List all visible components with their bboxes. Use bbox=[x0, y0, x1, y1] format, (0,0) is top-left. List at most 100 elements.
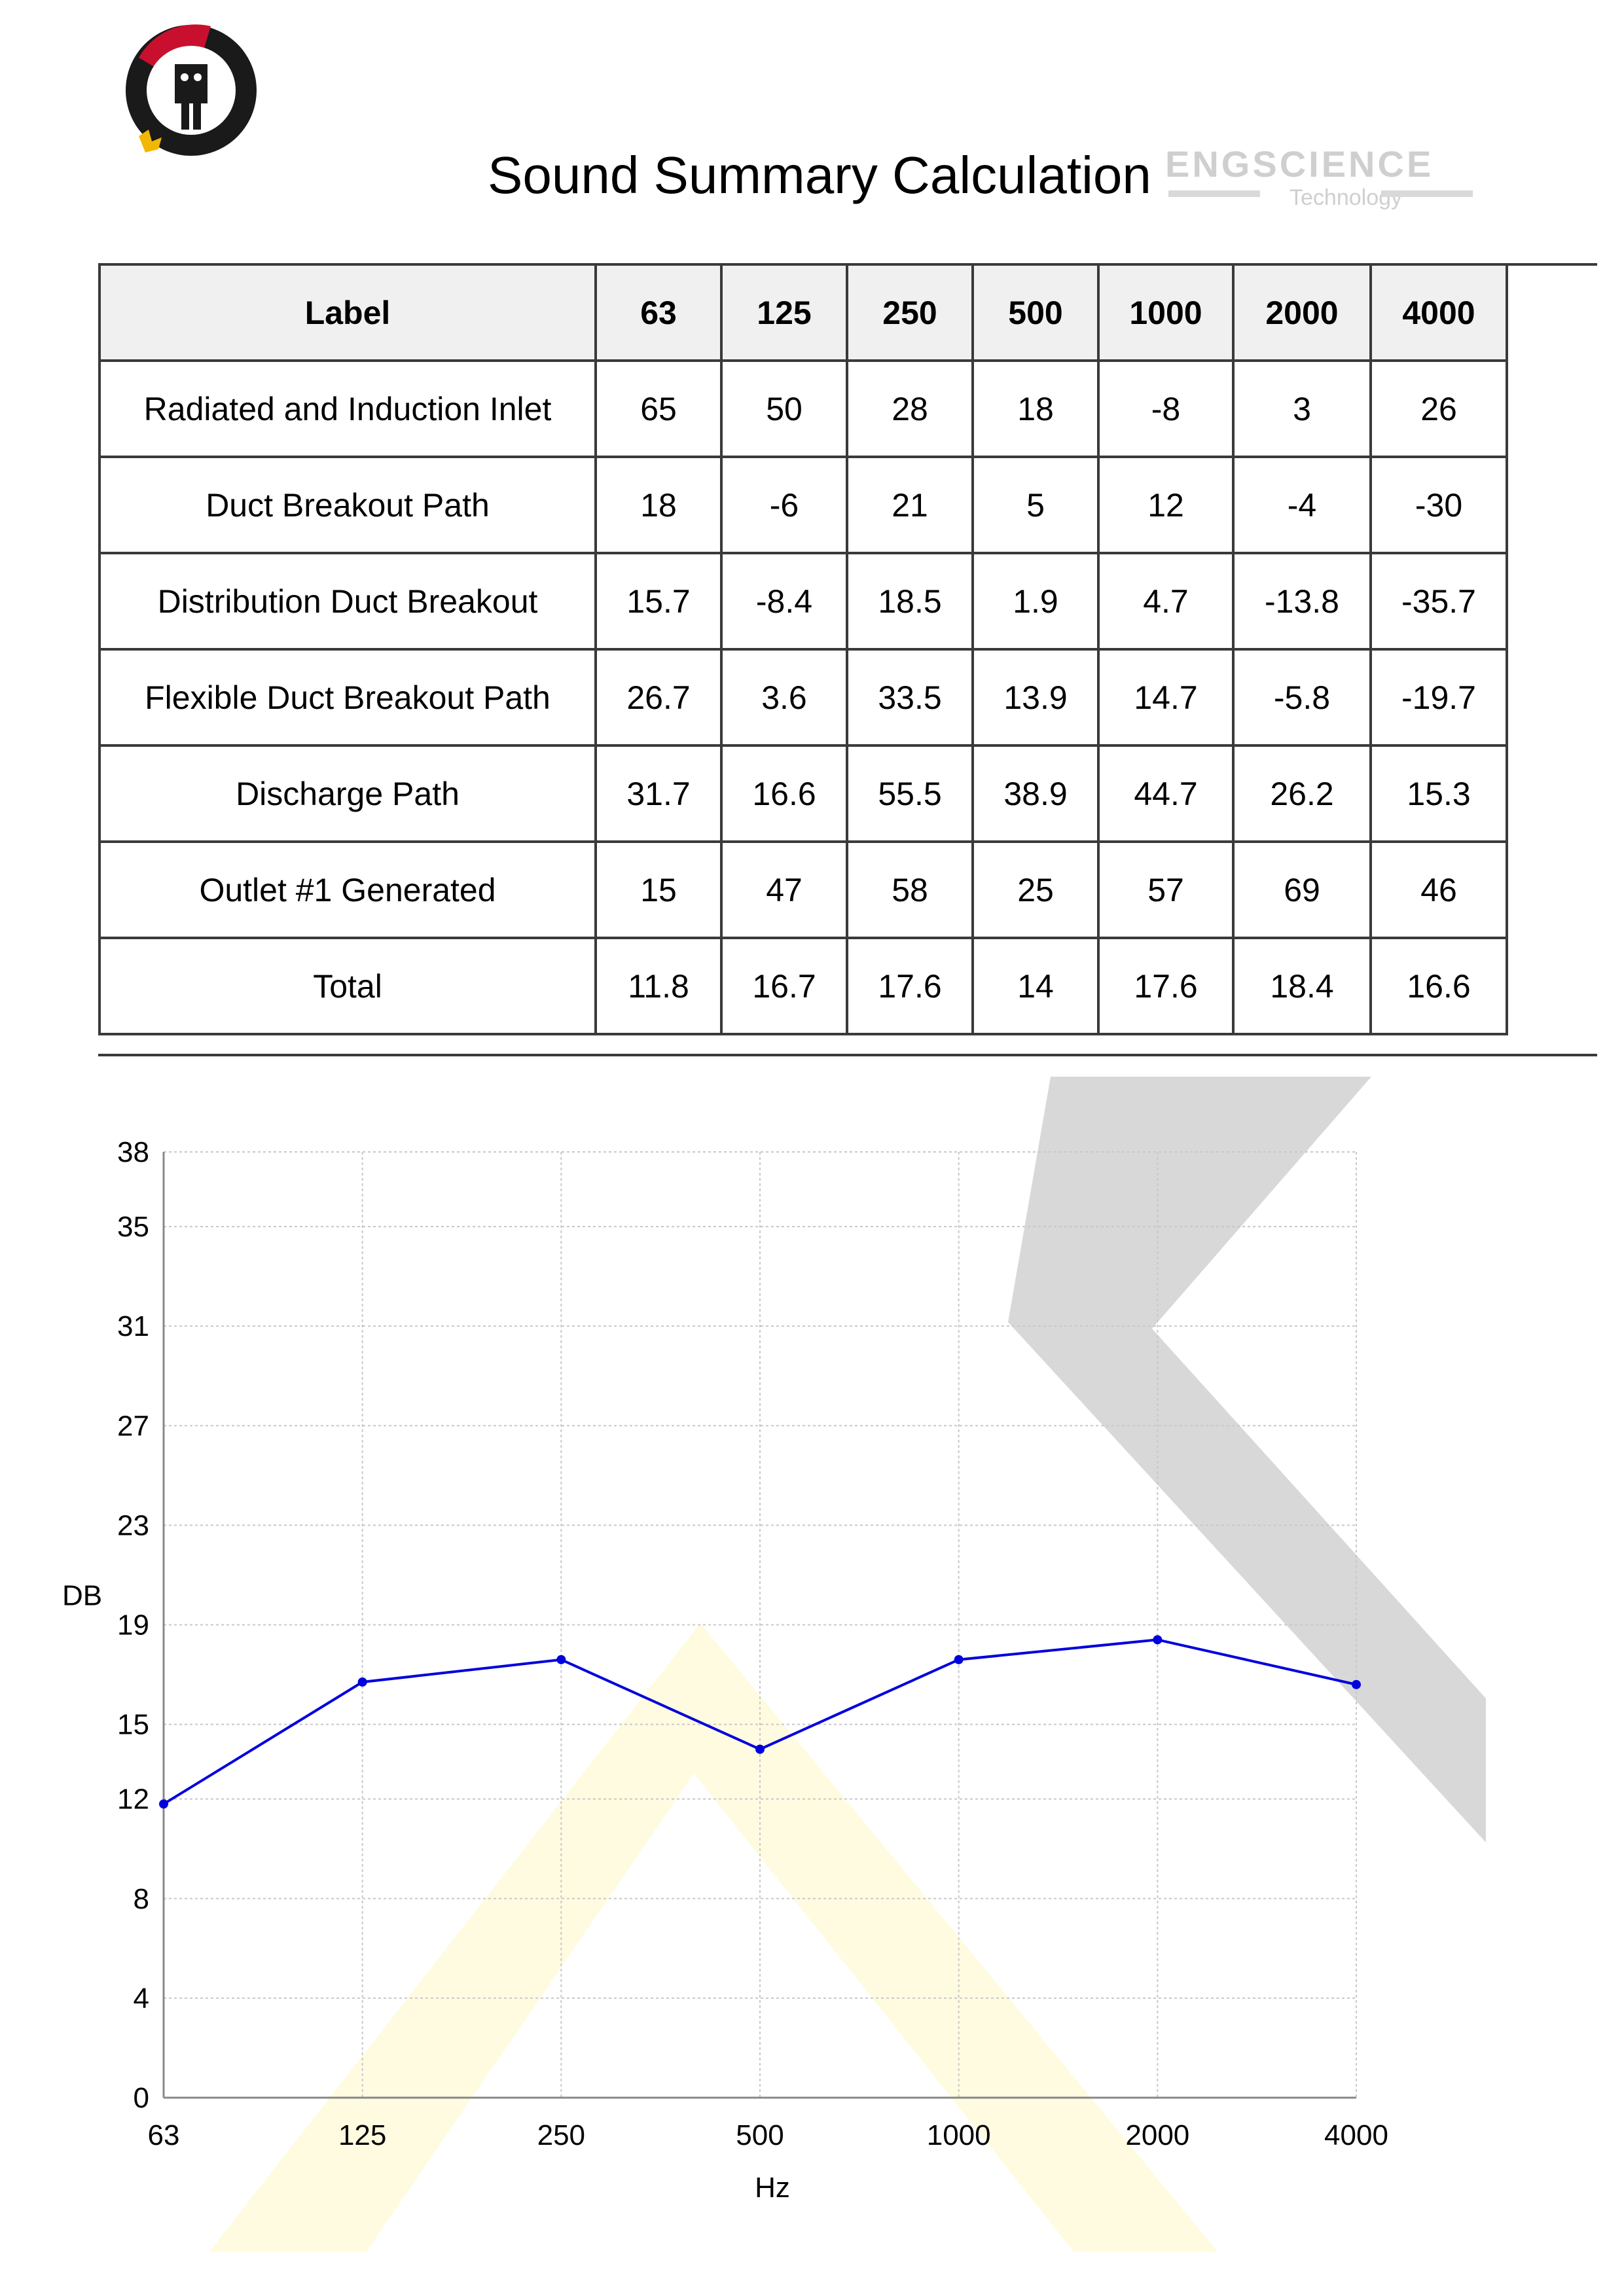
header-2000: 2000 bbox=[1232, 263, 1372, 362]
table-cell: 25 bbox=[971, 840, 1100, 939]
watermark-chevrons bbox=[209, 1077, 1486, 2251]
table-cell: 16.6 bbox=[1369, 937, 1508, 1035]
table-cell: 15 bbox=[594, 840, 723, 939]
y-tick-label: 38 bbox=[117, 1136, 149, 1168]
table-cell: -4 bbox=[1232, 456, 1372, 554]
table-cell: 15.7 bbox=[594, 552, 723, 651]
data-point bbox=[755, 1744, 765, 1754]
table-cell: -5.8 bbox=[1232, 648, 1372, 747]
table-cell: 57 bbox=[1097, 840, 1235, 939]
table-cell: 18.4 bbox=[1232, 937, 1372, 1035]
table-cell: 16.7 bbox=[720, 937, 848, 1035]
table-cell: 46 bbox=[1369, 840, 1508, 939]
y-tick-labels: 0 4 8 12 15 19 23 27 31 35 38 bbox=[117, 1136, 149, 2114]
row-label: Distribution Duct Breakout bbox=[98, 552, 597, 651]
table-cell: 11.8 bbox=[594, 937, 723, 1035]
brand-logo: ENGSCIENCE Technology bbox=[1165, 143, 1473, 210]
table-cell: 4.7 bbox=[1097, 552, 1235, 651]
row-label: Radiated and Induction Inlet bbox=[98, 359, 597, 458]
table-cell: 3 bbox=[1232, 359, 1372, 458]
y-tick-label: 12 bbox=[117, 1784, 149, 1816]
table-cell: -13.8 bbox=[1232, 552, 1372, 651]
x-tick-label: 63 bbox=[148, 2119, 180, 2151]
row-label: Total bbox=[98, 937, 597, 1035]
table-row: Distribution Duct Breakout 15.7 -8.4 18.… bbox=[98, 552, 1508, 651]
table-cell: -8 bbox=[1097, 359, 1235, 458]
table-cell: 18 bbox=[594, 456, 723, 554]
sound-summary-table: Label 63 125 250 500 1000 2000 4000 Radi… bbox=[98, 263, 1508, 1035]
row-label: Duct Breakout Path bbox=[98, 456, 597, 554]
table-cell: 12 bbox=[1097, 456, 1235, 554]
table-cell: -19.7 bbox=[1369, 648, 1508, 747]
table-cell: 14 bbox=[971, 937, 1100, 1035]
table-bottom-rule bbox=[98, 1054, 1597, 1056]
table-cell: 38.9 bbox=[971, 744, 1100, 843]
header-250: 250 bbox=[846, 263, 974, 362]
data-point bbox=[556, 1655, 566, 1664]
brand-text: ENGSCIENCE bbox=[1165, 143, 1434, 185]
y-tick-label: 0 bbox=[134, 2082, 149, 2114]
y-tick-label: 23 bbox=[117, 1509, 149, 1541]
table-row: Outlet #1 Generated 15 47 58 25 57 69 46 bbox=[98, 840, 1508, 939]
table-cell: 13.9 bbox=[971, 648, 1100, 747]
row-label: Outlet #1 Generated bbox=[98, 840, 597, 939]
x-tick-label: 1000 bbox=[927, 2119, 991, 2151]
summary-table-container: Label 63 125 250 500 1000 2000 4000 Radi… bbox=[98, 263, 1597, 1035]
y-axis-label: DB bbox=[62, 1580, 102, 1612]
y-tick-label: 27 bbox=[117, 1410, 149, 1442]
table-cell: 18 bbox=[971, 359, 1100, 458]
header-label: Label bbox=[98, 263, 597, 362]
x-tick-label: 250 bbox=[537, 2119, 585, 2151]
x-tick-label: 500 bbox=[736, 2119, 784, 2151]
table-row: Flexible Duct Breakout Path 26.7 3.6 33.… bbox=[98, 648, 1508, 747]
table-cell: 15.3 bbox=[1369, 744, 1508, 843]
table-cell: -6 bbox=[720, 456, 848, 554]
y-tick-label: 35 bbox=[117, 1211, 149, 1243]
table-cell: -8.4 bbox=[720, 552, 848, 651]
table-row: Radiated and Induction Inlet 65 50 28 18… bbox=[98, 359, 1508, 458]
data-point bbox=[159, 1799, 168, 1809]
company-seal-logo bbox=[126, 24, 257, 156]
chart-axes bbox=[162, 1152, 1356, 2099]
y-tick-label: 31 bbox=[117, 1310, 149, 1342]
table-cell: 17.6 bbox=[1097, 937, 1235, 1035]
data-point bbox=[954, 1655, 964, 1664]
table-cell: 44.7 bbox=[1097, 744, 1235, 843]
header-4000: 4000 bbox=[1369, 263, 1508, 362]
y-tick-label: 4 bbox=[134, 1982, 149, 2015]
header-125: 125 bbox=[720, 263, 848, 362]
page-title: Sound Summary Calculation bbox=[488, 146, 1151, 204]
chart-grid bbox=[164, 1151, 1357, 2098]
watermark-yellow-chevron bbox=[209, 1623, 1218, 2251]
x-axis-label: Hz bbox=[755, 2172, 790, 2204]
series-line bbox=[159, 1635, 1361, 1809]
sound-level-chart: 0 4 8 12 15 19 23 27 31 35 38 63 125 250 500 1000 2000 4… bbox=[62, 1077, 1486, 2251]
row-label: Flexible Duct Breakout Path bbox=[98, 648, 597, 747]
table-cell: 31.7 bbox=[594, 744, 723, 843]
x-tick-label: 2000 bbox=[1125, 2119, 1189, 2151]
y-tick-label: 15 bbox=[117, 1709, 149, 1741]
table-cell: 69 bbox=[1232, 840, 1372, 939]
table-cell: 50 bbox=[720, 359, 848, 458]
table-cell: 14.7 bbox=[1097, 648, 1235, 747]
x-tick-label: 125 bbox=[338, 2119, 386, 2151]
y-tick-label: 8 bbox=[134, 1883, 149, 1915]
table-row: Duct Breakout Path 18 -6 21 5 12 -4 -30 bbox=[98, 456, 1508, 554]
header-63: 63 bbox=[594, 263, 723, 362]
table-cell: 47 bbox=[720, 840, 848, 939]
table-cell: 26.7 bbox=[594, 648, 723, 747]
table-cell: 55.5 bbox=[846, 744, 974, 843]
row-label: Discharge Path bbox=[98, 744, 597, 843]
table-cell: -35.7 bbox=[1369, 552, 1508, 651]
table-cell: 26 bbox=[1369, 359, 1508, 458]
x-tick-labels: 63 125 250 500 1000 2000 4000 bbox=[148, 2119, 1388, 2151]
data-point bbox=[357, 1677, 367, 1687]
table-row: Discharge Path 31.7 16.6 55.5 38.9 44.7 … bbox=[98, 744, 1508, 843]
header-500: 500 bbox=[971, 263, 1100, 362]
table-cell: 16.6 bbox=[720, 744, 848, 843]
table-cell: 17.6 bbox=[846, 937, 974, 1035]
y-tick-label: 19 bbox=[117, 1609, 149, 1641]
table-cell: 3.6 bbox=[720, 648, 848, 747]
table-cell: 21 bbox=[846, 456, 974, 554]
table-header-row: Label 63 125 250 500 1000 2000 4000 bbox=[98, 263, 1508, 362]
